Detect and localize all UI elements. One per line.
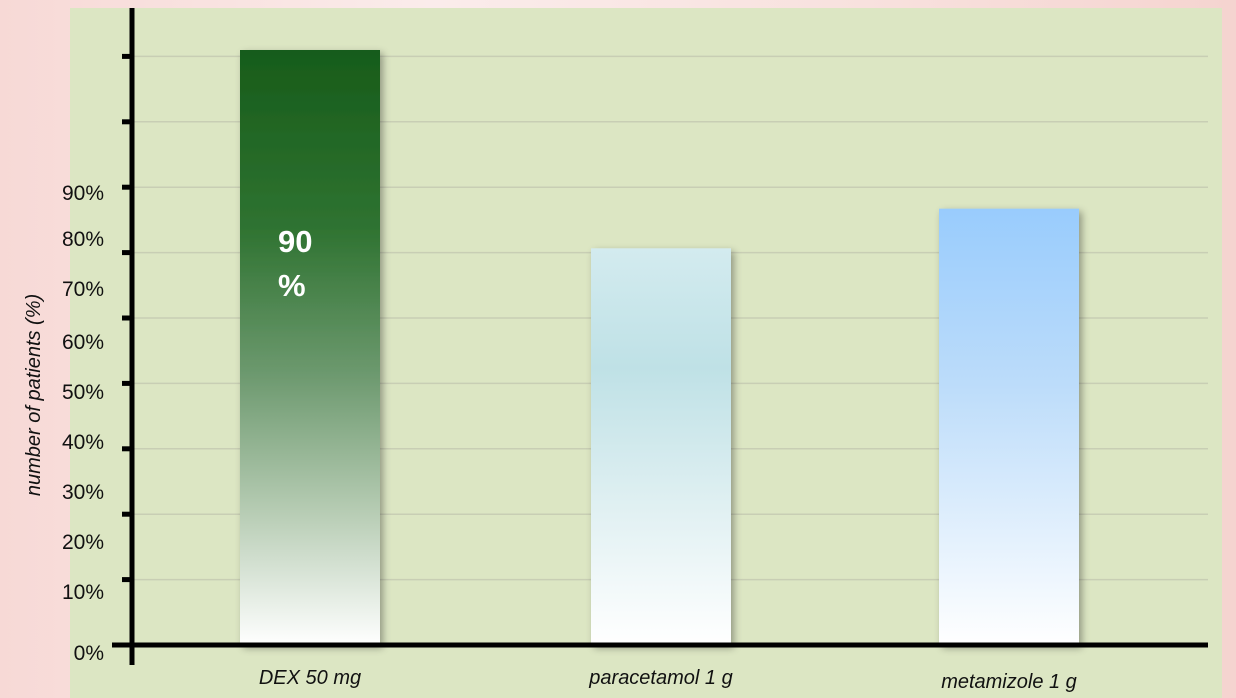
axes — [112, 8, 1208, 665]
y-axis-label: number of patients (%) — [23, 294, 45, 496]
y-tick-label: 50% — [62, 381, 104, 404]
y-tick-label: 60% — [62, 331, 104, 354]
x-category-labels: DEX 50 mg paracetamol 1 g metamizole 1 g — [259, 667, 1077, 693]
bar-dex-50-mg — [240, 50, 380, 645]
x-category-label: DEX 50 mg — [259, 667, 361, 689]
y-tick-label: 90% — [62, 182, 104, 205]
y-tick-label: 70% — [62, 278, 104, 301]
y-tick-label: 10% — [62, 581, 104, 604]
y-tick-label: 20% — [62, 531, 104, 554]
x-category-label: metamizole 1 g — [941, 671, 1077, 693]
bar-paracetamol-1-g — [591, 248, 731, 646]
data-label: 90 — [278, 224, 312, 259]
y-tick-label: 0% — [74, 642, 104, 665]
y-tick-label: 40% — [62, 431, 104, 454]
y-tick-label: 80% — [62, 228, 104, 251]
bars — [240, 50, 1079, 646]
x-category-label: paracetamol 1 g — [588, 667, 732, 689]
data-labels: 90% — [278, 224, 312, 303]
bar-metamizole-1-g — [939, 208, 1079, 645]
y-tick-label: 30% — [62, 481, 104, 504]
data-label: % — [278, 268, 306, 303]
y-tick-labels: 0% 10% 20% 30% 40% 50% 60% 70% 80% 90% — [62, 182, 104, 665]
